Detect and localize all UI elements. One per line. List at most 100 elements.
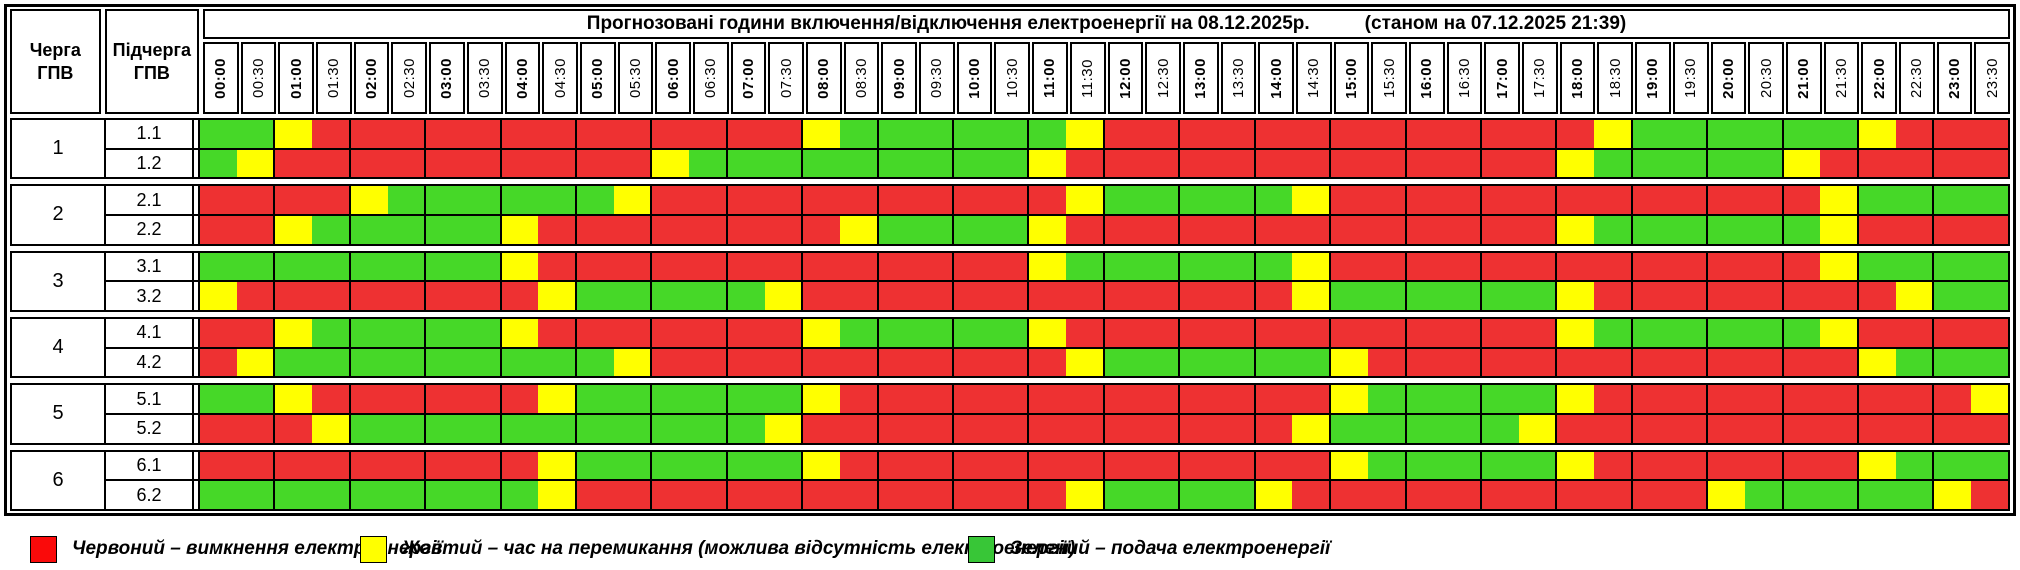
- schedule-slot: [1895, 414, 1933, 443]
- schedule-slot: [689, 414, 726, 443]
- schedule-slot: [1518, 385, 1556, 413]
- schedule-slot: [462, 318, 500, 347]
- time-header-cell: 10:00: [956, 42, 993, 114]
- schedule-slot: [1669, 414, 1707, 443]
- schedule-slot: [839, 385, 877, 413]
- time-header-cell: 12:00: [1107, 42, 1144, 114]
- schedule-slot: [1178, 282, 1217, 310]
- schedule-slot: [1102, 348, 1142, 377]
- schedule-slot: [1066, 481, 1103, 509]
- schedule-slot: [499, 451, 539, 480]
- schedule-slot: [462, 149, 500, 178]
- schedule-slot: [1404, 385, 1444, 413]
- schedule-slot: [915, 451, 953, 480]
- schedule-slot: [273, 348, 313, 377]
- schedule-slot: [650, 348, 690, 377]
- schedule-slot: [915, 318, 953, 347]
- schedule-slot: [1253, 186, 1293, 214]
- schedule-slot: [575, 252, 614, 281]
- subqueue-label-cell: 1.2: [106, 149, 194, 178]
- schedule-slot: [952, 252, 991, 281]
- schedule-slot: [348, 348, 388, 377]
- schedule-slot: [1443, 414, 1480, 443]
- time-header-cell: 15:00: [1333, 42, 1370, 114]
- schedule-slot: [839, 216, 877, 244]
- schedule-slot: [1781, 318, 1821, 347]
- schedule-slot: [839, 252, 877, 281]
- schedule-slot: [200, 252, 237, 281]
- time-label: 00:30: [250, 57, 268, 99]
- schedule-slot: [1820, 348, 1857, 377]
- schedule-slot: [990, 149, 1028, 178]
- slot-strip: [198, 414, 2008, 443]
- schedule-slot: [1066, 348, 1103, 377]
- schedule-slot: [200, 481, 237, 509]
- schedule-slot: [1027, 216, 1067, 244]
- schedule-slot: [915, 414, 953, 443]
- schedule-slot: [1744, 216, 1782, 244]
- schedule-slot: [1856, 252, 1896, 281]
- schedule-slot: [801, 414, 840, 443]
- schedule-slot: [575, 481, 614, 509]
- schedule-slot: [1594, 149, 1631, 178]
- time-header-cell: 22:00: [1861, 42, 1897, 114]
- schedule-slot: [1555, 451, 1595, 480]
- schedule-slot: [952, 348, 991, 377]
- schedule-slot: [1895, 385, 1933, 413]
- schedule-slot: [725, 414, 765, 443]
- schedule-slot: [650, 318, 690, 347]
- schedule-slot: [1141, 348, 1179, 377]
- schedule-slot: [1518, 149, 1556, 178]
- schedule-slot: [1630, 414, 1670, 443]
- time-header-cell: 23:30: [1974, 42, 2010, 114]
- schedule-slot: [915, 252, 953, 281]
- queue-group: 1 1.1 1.2: [10, 118, 2010, 180]
- time-header-cell: 09:30: [919, 42, 955, 114]
- schedule-slot: [764, 186, 802, 214]
- schedule-slot: [462, 120, 500, 148]
- schedule-slot: [801, 451, 840, 480]
- time-label: 21:00: [1795, 57, 1813, 99]
- schedule-slot: [1027, 252, 1067, 281]
- queue-group: 4 4.1 4.2: [10, 316, 2010, 379]
- schedule-slot: [1292, 481, 1330, 509]
- schedule-slot: [424, 149, 463, 178]
- schedule-slot: [1292, 385, 1330, 413]
- time-header-cell: 16:00: [1409, 42, 1445, 114]
- schedule-slot: [1971, 282, 2008, 310]
- time-label: 03:00: [438, 57, 456, 99]
- schedule-slot: [650, 481, 690, 509]
- schedule-slot: [273, 481, 313, 509]
- schedule-slot: [689, 216, 726, 244]
- schedule-slot: [613, 120, 651, 148]
- schedule-slot: [1820, 120, 1857, 148]
- schedule-slot: [725, 186, 765, 214]
- schedule-slot: [538, 348, 576, 377]
- schedule-slot: [1066, 451, 1103, 480]
- schedule-slot: [1479, 216, 1519, 244]
- schedule-slot: [764, 149, 802, 178]
- schedule-slot: [990, 186, 1028, 214]
- time-header-cell: 23:00: [1936, 42, 1973, 114]
- schedule-slot: [839, 414, 877, 443]
- schedule-slot: [462, 385, 500, 413]
- subqueue-column-header: Підчерга ГПВ: [104, 9, 199, 114]
- schedule-slot: [915, 385, 953, 413]
- schedule-slot: [1932, 149, 1972, 178]
- schedule-slot: [1329, 149, 1368, 178]
- schedule-slot: [1630, 451, 1670, 480]
- slot-strip: [198, 348, 2008, 377]
- schedule-slot: [1594, 186, 1631, 214]
- schedule-slot: [1820, 216, 1857, 244]
- schedule-slot: [725, 318, 765, 347]
- schedule-slot: [1895, 451, 1933, 480]
- schedule-slot: [1102, 120, 1142, 148]
- time-header-cell: 04:00: [504, 42, 541, 114]
- time-label: 22:30: [1908, 57, 1926, 99]
- schedule-slot: [1781, 149, 1821, 178]
- time-label: 01:30: [325, 57, 343, 99]
- schedule-slot: [915, 282, 953, 310]
- slot-strip: [198, 451, 2008, 480]
- schedule-slot: [876, 348, 916, 377]
- time-label: 08:30: [853, 57, 871, 99]
